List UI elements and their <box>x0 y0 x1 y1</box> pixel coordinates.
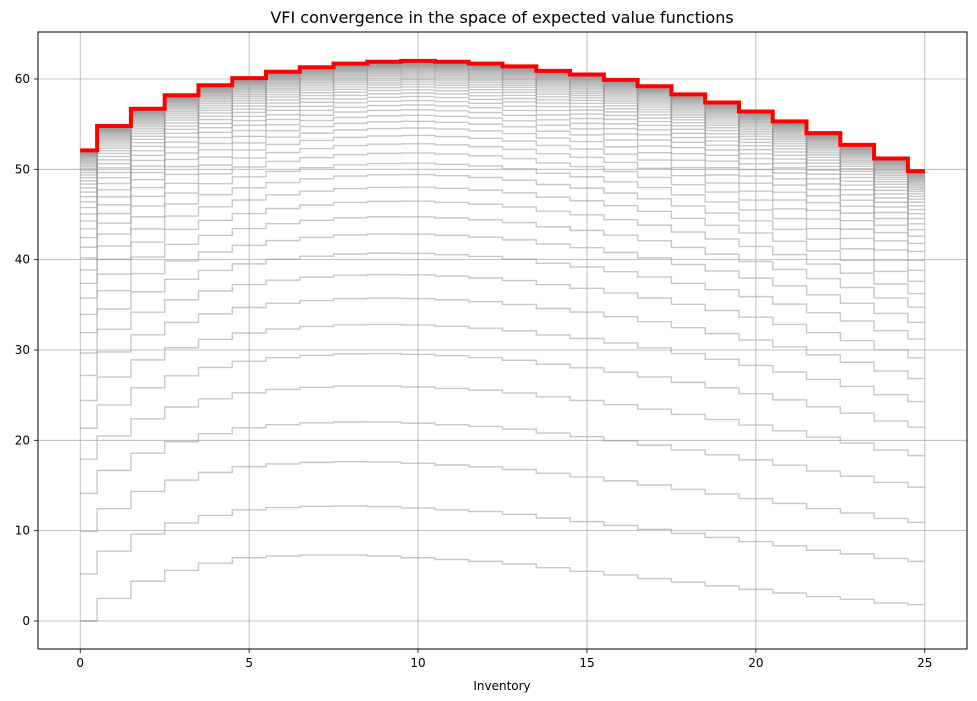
x-tick-label: 25 <box>917 656 932 670</box>
iteration-line <box>80 273 925 359</box>
iteration-line <box>80 127 925 231</box>
iteration-line <box>80 152 925 253</box>
iteration-line <box>80 460 925 533</box>
iteration-line <box>80 86 925 195</box>
iteration-line <box>80 81 925 191</box>
iteration-line <box>80 120 925 225</box>
x-tick-label: 20 <box>748 656 763 670</box>
iteration-line <box>80 233 925 324</box>
ticks: 0 5 10 15 20 25 0 10 20 30 40 50 60 <box>15 72 933 670</box>
x-tick-label: 5 <box>245 656 253 670</box>
iteration-line <box>80 323 925 403</box>
y-tick-label: 50 <box>15 162 30 176</box>
x-tick-label: 0 <box>76 656 84 670</box>
iteration-line <box>80 200 925 295</box>
iteration-line <box>80 95 925 203</box>
iteration-line <box>80 421 925 495</box>
iteration-line <box>80 505 925 575</box>
iteration-line <box>80 114 925 220</box>
iteration-line <box>80 252 925 340</box>
iteration-line <box>80 83 925 193</box>
y-tick-label: 0 <box>22 614 30 628</box>
iteration-line <box>80 92 925 200</box>
y-tick-label: 40 <box>15 253 30 267</box>
iteration-line <box>80 186 925 283</box>
iteration-line <box>80 104 925 211</box>
y-tick-label: 20 <box>15 433 30 447</box>
iteration-line <box>80 89 925 198</box>
iteration-line <box>80 216 925 308</box>
iteration-line <box>80 297 925 380</box>
y-tick-label: 60 <box>15 72 30 86</box>
y-tick-label: 30 <box>15 343 30 357</box>
iteration-line <box>80 385 925 460</box>
y-tick-label: 10 <box>15 524 30 538</box>
iteration-line <box>80 554 925 622</box>
iteration-line <box>80 99 925 207</box>
plot-frame <box>37 31 968 650</box>
x-tick-label: 10 <box>410 656 425 670</box>
iteration-line <box>80 352 925 429</box>
x-axis-label: Inventory <box>473 679 530 693</box>
converged-line-group <box>80 58 925 174</box>
iteration-line <box>80 109 925 215</box>
iteration-line <box>80 173 925 272</box>
iteration-line <box>80 162 925 262</box>
iteration-line <box>80 134 925 237</box>
converged-line <box>80 58 925 174</box>
chart-title: VFI convergence in the space of expected… <box>270 8 733 27</box>
x-tick-label: 15 <box>579 656 594 670</box>
iteration-line <box>80 143 925 245</box>
